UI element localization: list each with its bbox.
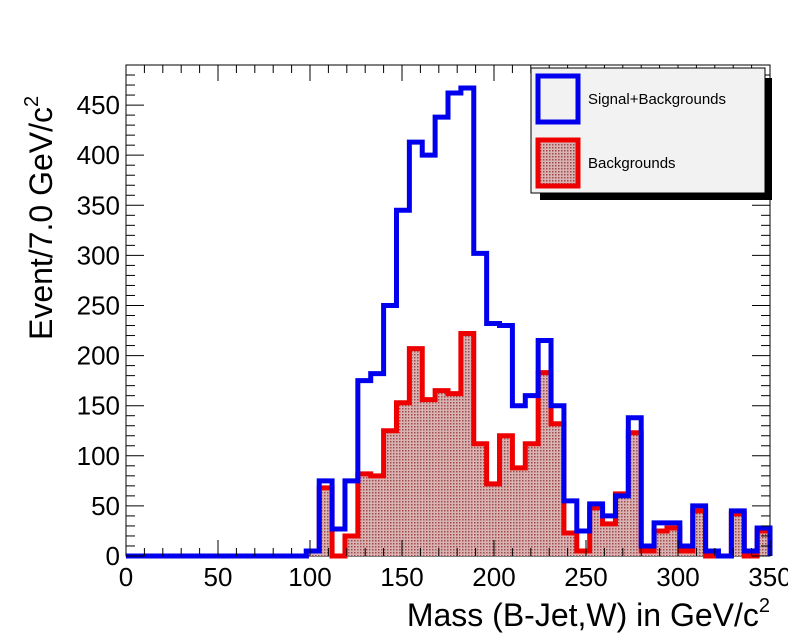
bg-bin-38 [615,493,629,556]
x-tick-label: 0 [119,562,133,592]
y-tick-label: 450 [77,90,120,120]
y-axis-title: Event/7.0 GeV/c2 [21,96,59,340]
y-tick-label: 200 [77,341,120,371]
y-tick-label: 250 [77,290,120,320]
x-tick-label: 300 [656,562,699,592]
bg-bin-23 [422,399,436,556]
y-tick-label: 50 [91,491,120,521]
bg-bin-35 [576,550,590,556]
x-tick-label: 350 [748,562,788,592]
legend-swatch-signal [535,73,581,125]
y-tick-label: 300 [77,240,120,270]
bg-bin-17 [344,535,358,556]
x-tick-label: 200 [472,562,515,592]
x-tick-label: 50 [204,562,233,592]
bg-bin-22 [409,348,423,556]
y-tick-label: 150 [77,391,120,421]
x-axis-title: Mass (B-Jet,W) in GeV/c2 [407,595,770,633]
signal-histogram [126,85,773,559]
bg-bin-18 [357,473,371,556]
bg-bin-39 [628,432,642,556]
bg-bin-32 [538,372,552,556]
bg-bin-29 [499,435,513,556]
legend: Signal+Backgrounds Backgrounds [530,67,772,200]
bg-bin-25 [448,393,461,556]
legend-swatch-backgrounds [535,137,581,189]
x-tick-label: 100 [288,562,331,592]
axis-ticks [125,64,771,557]
bg-bin-41 [654,530,667,556]
bg-bin-28 [486,483,500,556]
y-tick-label: 100 [77,441,120,471]
bg-bin-33 [551,423,564,556]
bg-bin-43 [679,550,693,556]
bg-bin-47 [731,513,745,556]
bg-bin-30 [512,467,526,556]
legend-label-signal: Signal+Backgrounds [588,91,726,108]
y-tick-label: 350 [77,190,120,220]
legend-label-backgrounds: Backgrounds [588,155,676,172]
x-tick-labels: 0 50 100 150 200 250 300 350 [119,562,788,592]
bg-bin-24 [435,390,448,556]
bg-bin-49 [757,530,770,556]
bg-bin-19 [370,475,384,556]
x-tick-label: 250 [564,562,607,592]
bg-bin-44 [692,510,706,556]
bg-bin-37 [602,523,616,556]
bg-bin-31 [525,443,539,556]
bg-bin-14 [306,550,320,556]
bg-bin-20 [383,430,397,556]
bg-bin-15 [319,487,333,556]
signal-outline [126,85,773,559]
y-tick-labels: 0 50 100 150 200 250 300 350 400 450 [77,90,120,571]
bg-bin-42 [666,527,680,556]
backgrounds-histogram [126,331,773,559]
bg-bin-36 [589,507,603,556]
bg-bin-40 [641,550,655,556]
y-tick-label: 0 [106,541,120,571]
y-tick-label: 400 [77,140,120,170]
x-tick-label: 150 [380,562,423,592]
bg-bin-27 [473,443,487,556]
bg-bin-21 [396,402,410,556]
bg-bin-26 [460,333,474,556]
